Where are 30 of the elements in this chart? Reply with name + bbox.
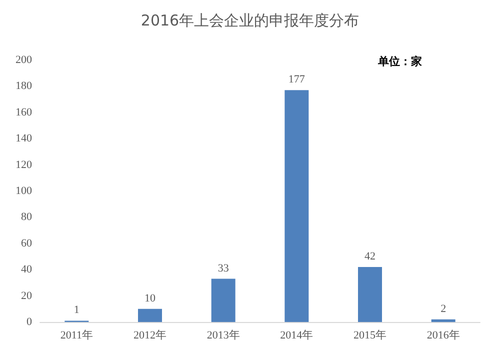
y-tick-label: 100: [16, 185, 32, 197]
y-tick-label: 160: [16, 106, 32, 118]
y-tick-label: 20: [21, 290, 32, 302]
data-label: 10: [144, 292, 156, 304]
chart-title: 2016年上会企业的申报年度分布: [140, 12, 360, 30]
bar: [138, 308, 162, 322]
data-label: 1: [74, 304, 80, 316]
y-tick-label: 180: [16, 80, 32, 92]
x-tick-label: 2016年: [426, 330, 460, 342]
x-tick-label: 2012年: [134, 330, 166, 342]
y-tick-label: 80: [21, 211, 32, 224]
x-tick-label: 2015年: [354, 330, 386, 342]
annotation: 单位：家: [377, 55, 422, 68]
y-tick-label: 200: [16, 54, 32, 66]
data-label: 177: [288, 74, 306, 86]
y-tick-label: 140: [16, 132, 32, 145]
y-tick-label: 0: [26, 316, 32, 328]
data-label: 2: [440, 302, 446, 315]
bar: [431, 319, 456, 322]
data-label: 42: [364, 250, 376, 262]
x-tick-label: 2013年: [206, 330, 240, 342]
y-tick-label: 60: [21, 237, 32, 250]
y-tick-label: 40: [21, 264, 32, 276]
bar: [284, 90, 309, 322]
data-label: 33: [218, 262, 230, 274]
bar: [211, 278, 236, 322]
y-tick-label: 120: [16, 158, 32, 171]
bar: [358, 266, 382, 322]
x-tick-label: 2014年: [280, 330, 314, 342]
x-tick-label: 2011年: [60, 330, 93, 342]
